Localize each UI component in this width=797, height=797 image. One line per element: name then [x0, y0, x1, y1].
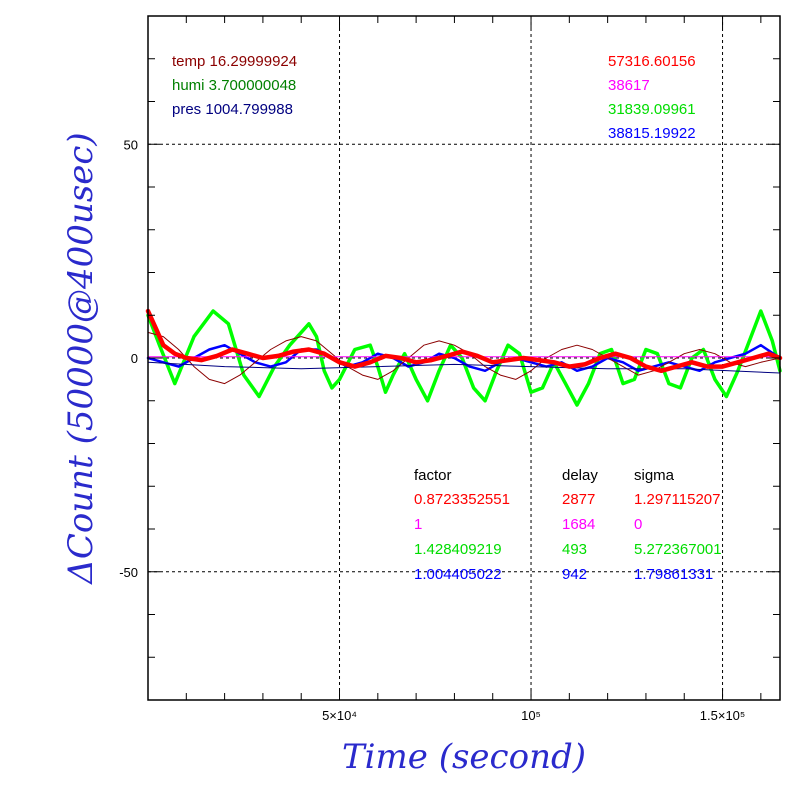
grid-lines: [148, 16, 780, 700]
plot-frame: [147, 15, 781, 701]
fit-table-cell: 5.272367001: [634, 541, 722, 558]
mean-value: 57316.60156: [608, 53, 696, 70]
series-line: [146, 309, 782, 407]
x-tick-label: 10⁵: [521, 708, 541, 723]
env-reading: temp 16.29999924: [172, 53, 297, 70]
env-reading: humi 3.700000048: [172, 77, 296, 94]
fit-table-header: delay: [562, 467, 598, 484]
y-axis-label: ΔCount (50000@400usec): [61, 132, 101, 585]
axis-ticks: [148, 16, 780, 700]
x-axis-label: Time (second): [342, 737, 586, 777]
x-tick-label: 5×10⁴: [322, 708, 357, 723]
tick-labels: 5×10⁴ 10⁵ 1.5×10⁵ 50 0 -50: [119, 137, 745, 723]
mean-value: 31839.09961: [608, 101, 696, 118]
fit-table-cell: 0: [634, 516, 642, 533]
fit-table-cell: 0.8723352551: [414, 491, 510, 508]
y-tick-label: -50: [119, 565, 138, 580]
mean-value: 38617: [608, 77, 650, 94]
series-line: [146, 343, 782, 373]
fit-table-cell: 1.297115207: [634, 491, 720, 508]
fit-table-header: sigma: [634, 467, 675, 484]
series-line: [145, 308, 783, 374]
mean-value: 38815.19922: [608, 125, 696, 142]
fit-table-header: factor: [414, 467, 452, 484]
fit-table-cell: 1.428409219: [414, 541, 502, 558]
y-tick-label: 0: [131, 351, 138, 366]
fit-parameter-table: factor delay sigma 0.8723352551 2877 1.297115…: [414, 467, 722, 583]
fit-table-cell: 2877: [562, 491, 595, 508]
y-tick-label: 50: [124, 137, 138, 152]
x-tick-label: 1.5×10⁵: [700, 708, 746, 723]
env-reading: pres 1004.799988: [172, 101, 293, 118]
series-lines: [145, 308, 783, 407]
environment-readings: temp 16.29999924 humi 3.700000048 pres 100…: [172, 53, 297, 118]
fit-table-cell: 1.004405022: [414, 566, 502, 583]
fit-table-cell: 1684: [562, 516, 595, 533]
fit-table-cell: 1: [414, 516, 422, 533]
fit-table-cell: 493: [562, 541, 587, 558]
mean-values: 57316.60156 38617 31839.09961 38815.19922: [608, 53, 696, 142]
fit-table-cell: 1.79861331: [634, 566, 713, 583]
fit-table-cell: 942: [562, 566, 587, 583]
